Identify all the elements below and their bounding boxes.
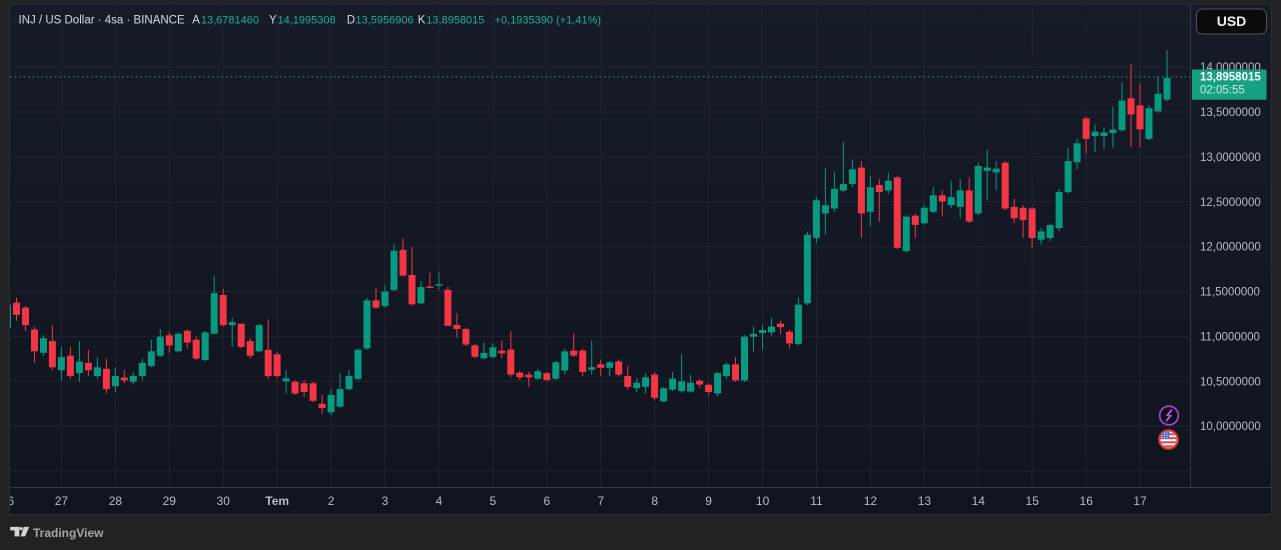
svg-text:28: 28 bbox=[109, 494, 123, 508]
svg-text:11: 11 bbox=[810, 494, 823, 508]
svg-text:9: 9 bbox=[705, 494, 712, 508]
svg-text:+0,1935390 (+1,41%): +0,1935390 (+1,41%) bbox=[495, 15, 601, 27]
svg-text:Tem: Tem bbox=[265, 494, 289, 508]
svg-text:5: 5 bbox=[490, 494, 497, 508]
svg-text:13,5956906: 13,5956906 bbox=[356, 15, 414, 27]
svg-text:10,5000000: 10,5000000 bbox=[1200, 376, 1261, 388]
svg-text:14: 14 bbox=[972, 494, 986, 508]
svg-text:16: 16 bbox=[1080, 494, 1094, 508]
svg-text:15: 15 bbox=[1026, 494, 1040, 508]
svg-text:D: D bbox=[347, 15, 355, 27]
svg-text:10,0000000: 10,0000000 bbox=[1200, 421, 1261, 433]
svg-text:13,5000000: 13,5000000 bbox=[1200, 107, 1261, 119]
svg-text:4: 4 bbox=[436, 494, 443, 508]
svg-text:10: 10 bbox=[756, 494, 770, 508]
svg-text:13,0000000: 13,0000000 bbox=[1200, 152, 1261, 164]
svg-text:13: 13 bbox=[918, 494, 932, 508]
svg-text:29: 29 bbox=[163, 494, 177, 508]
svg-text:17: 17 bbox=[1133, 494, 1147, 508]
svg-text:11,5000000: 11,5000000 bbox=[1200, 287, 1260, 299]
svg-text:12,5000000: 12,5000000 bbox=[1200, 197, 1261, 209]
svg-text:USD: USD bbox=[1217, 13, 1247, 29]
svg-text:3: 3 bbox=[382, 494, 389, 508]
svg-text:11,0000000: 11,0000000 bbox=[1200, 331, 1260, 343]
svg-text:K: K bbox=[418, 15, 426, 27]
svg-text:2: 2 bbox=[328, 494, 335, 508]
svg-text:6: 6 bbox=[543, 494, 550, 508]
svg-text:02:05:55: 02:05:55 bbox=[1200, 85, 1245, 97]
svg-text:27: 27 bbox=[55, 494, 69, 508]
svg-text:A: A bbox=[192, 15, 200, 27]
svg-text:13,8958015: 13,8958015 bbox=[1200, 72, 1261, 84]
svg-text:13,6781460: 13,6781460 bbox=[201, 15, 259, 27]
svg-text:8: 8 bbox=[651, 494, 658, 508]
svg-text:12,0000000: 12,0000000 bbox=[1200, 242, 1261, 254]
svg-text:7: 7 bbox=[597, 494, 604, 508]
svg-text:13,8958015: 13,8958015 bbox=[426, 15, 484, 27]
svg-text:INJ / US Dollar · 4sa · BINANC: INJ / US Dollar · 4sa · BINANCE bbox=[19, 15, 185, 27]
svg-text:14,1995308: 14,1995308 bbox=[278, 15, 336, 27]
svg-text:Y: Y bbox=[269, 15, 277, 27]
svg-text:TradingView: TradingView bbox=[33, 526, 104, 540]
svg-text:12: 12 bbox=[864, 494, 878, 508]
svg-text:30: 30 bbox=[217, 494, 231, 508]
